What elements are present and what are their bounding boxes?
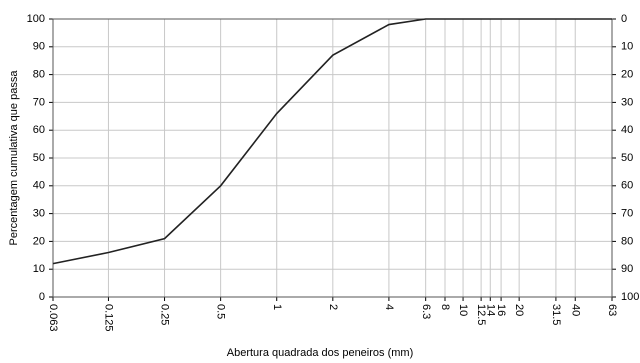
y2-tick-label: 90 (621, 263, 633, 275)
y-tick-label: 40 (33, 180, 45, 192)
x-tick-label: 0.5 (215, 304, 227, 319)
x-tick-label: 2 (327, 304, 339, 310)
y2-tick-label: 80 (621, 235, 633, 247)
y2-tick-label: 30 (621, 96, 633, 108)
x-tick-label: 8 (439, 304, 451, 310)
y-tick-label: 70 (33, 96, 45, 108)
y-axis-title: Percentagem cumulativa que passa (8, 70, 20, 246)
x-tick-label: 0.25 (159, 304, 171, 325)
y-tick-label: 90 (33, 41, 45, 53)
x-tick-label: 31.5 (550, 304, 562, 325)
x-tick-label: 0.125 (103, 304, 115, 332)
x-tick-label: 16 (495, 304, 507, 316)
y-tick-label: 60 (33, 124, 45, 136)
x-tick-label: 20 (513, 304, 525, 316)
y2-tick-label: 10 (621, 41, 633, 53)
x-axis-title: Abertura quadrada dos peneiros (mm) (227, 347, 413, 359)
x-tick-label: 63 (606, 304, 618, 316)
data-line (52, 18, 612, 265)
y-tick-label: 20 (33, 235, 45, 247)
y2-tick-label: 60 (621, 180, 633, 192)
y2-tick-label: 20 (621, 69, 633, 81)
x-tick-label: 0.063 (47, 304, 59, 332)
x-tick-label: 1 (271, 304, 283, 310)
y2-tick-label: 50 (621, 152, 633, 164)
y-tick-label: 100 (27, 13, 45, 25)
y2-tick-label: 100 (621, 291, 639, 303)
y-tick-label: 80 (33, 69, 45, 81)
y2-tick-label: 0 (621, 13, 627, 25)
y2-tick-label: 40 (621, 124, 633, 136)
x-tick-label: 10 (457, 304, 469, 316)
x-tick-label: 4 (383, 304, 395, 310)
y2-tick-label: 70 (621, 208, 633, 220)
y-tick-label: 10 (33, 263, 45, 275)
x-tick-label: 40 (569, 304, 581, 316)
plot-frame (52, 18, 613, 298)
x-tick-label: 12.5 (475, 304, 487, 325)
y-tick-label: 0 (39, 291, 45, 303)
x-tick-label: 6.3 (420, 304, 432, 319)
y-tick-label: 50 (33, 152, 45, 164)
x-tick-label: 14 (484, 304, 496, 316)
y-tick-label: 30 (33, 208, 45, 220)
